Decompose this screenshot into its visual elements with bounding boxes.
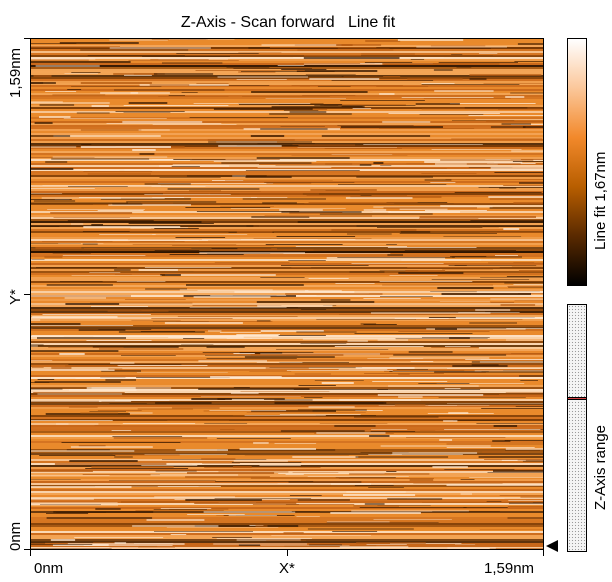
- y-axis-max-label: 1,59nm: [7, 47, 24, 98]
- y-axis-min-label: 0nm: [7, 521, 24, 551]
- color-scale-label: Line fit 1,67nm: [592, 151, 609, 250]
- y-axis-top-tick: [24, 38, 30, 39]
- line-pointer-arrow-icon[interactable]: [546, 540, 558, 552]
- x-axis-right-tick: [543, 550, 544, 556]
- scan-image[interactable]: [30, 38, 544, 550]
- y-axis-bottom-tick: [24, 549, 30, 550]
- z-range-marker[interactable]: [568, 397, 586, 400]
- color-scale-bar: [567, 38, 587, 286]
- scan-image-canvas: [31, 39, 543, 549]
- image-title: Z-Axis - Scan forward Line fit: [180, 14, 396, 31]
- x-axis-max-label: 1,59nm: [484, 560, 535, 577]
- x-axis-min-label: 0nm: [34, 560, 64, 577]
- z-axis-range-label: Z-Axis range: [592, 424, 609, 510]
- x-axis-left-tick: [30, 550, 31, 556]
- x-axis-mid-tick: [287, 550, 288, 556]
- y-axis-mid-tick: [24, 294, 30, 295]
- x-axis-label: X*: [279, 560, 295, 577]
- y-axis-label: Y*: [7, 289, 24, 305]
- z-axis-range-slider[interactable]: [567, 304, 587, 552]
